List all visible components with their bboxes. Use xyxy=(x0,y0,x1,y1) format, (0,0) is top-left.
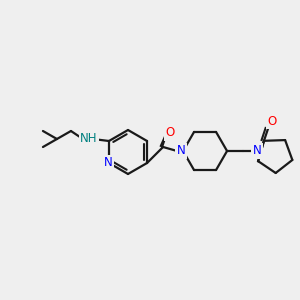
Text: O: O xyxy=(165,127,175,140)
Text: N: N xyxy=(253,145,261,158)
Text: N: N xyxy=(103,157,112,169)
Text: NH: NH xyxy=(80,131,98,145)
Text: O: O xyxy=(267,115,277,128)
Text: N: N xyxy=(177,145,185,158)
